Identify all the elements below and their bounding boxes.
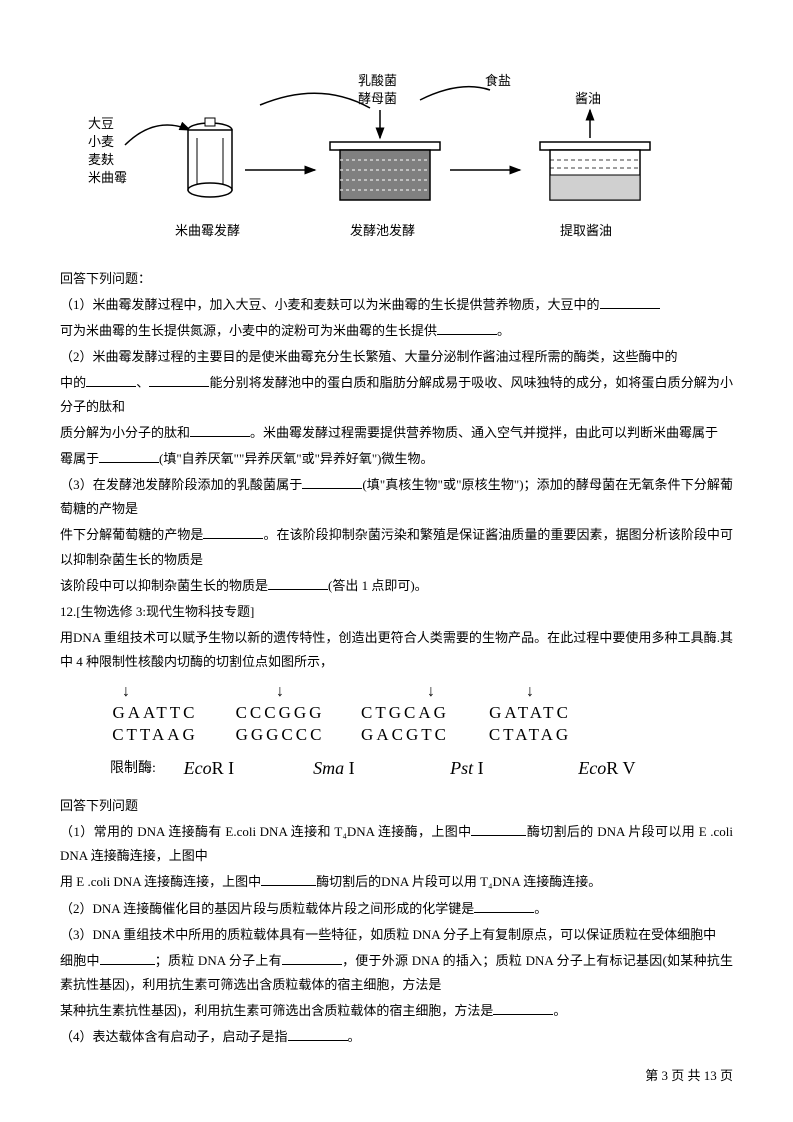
input-label-2: 小麦	[88, 134, 114, 149]
q12-4: （4）表达载体含有启动子，启动子是指。	[60, 1025, 733, 1049]
q12-questions: 回答下列问题 （1）常用的 DNA 连接酶有 E.coli DNA 连接和 T₄…	[60, 794, 733, 1048]
q12-3: （3）DNA 重组技术中所用的质粒载体具有一些特征，如质粒 DNA 分子上有复制…	[60, 923, 733, 947]
q3: （3）在发酵池发酵阶段添加的乳酸菌属于(填"真核生物"或"原核生物")；添加的酵…	[60, 473, 733, 521]
enzyme-2: ↓ CCCGGG GGGCCC	[235, 684, 325, 746]
question-intro: 回答下列问题：	[60, 267, 733, 291]
input-label-1: 大豆	[88, 116, 114, 131]
stage2-label: 发酵池发酵	[350, 223, 415, 238]
input-label-3: 麦麸	[88, 152, 114, 167]
enzyme-1: ↓ GAATTC CTTAAG	[110, 684, 200, 746]
stage1-label: 米曲霉发酵	[175, 223, 240, 238]
page-footer: 第 3 页 共 13 页	[645, 1064, 733, 1087]
q12-sub: 回答下列问题	[60, 794, 733, 818]
fermentation-diagram: 大豆 小麦 麦麸 米曲霉 米曲霉发酵 乳酸菌 酵母菌 发酵池发酵	[60, 60, 733, 255]
q12-2: （2）DNA 连接酶催化目的基因片段与质粒载体片段之间形成的化学键是。	[60, 897, 733, 921]
top-label-2: 酵母菌	[358, 91, 397, 106]
stage3-label: 提取酱油	[560, 223, 612, 238]
input-label-4: 米曲霉	[88, 170, 127, 185]
top-label-4: 酱油	[575, 91, 601, 106]
q12-intro: 用DNA 重组技术可以赋予生物以新的遗传特性，创造出更符合人类需要的生物产品。在…	[60, 626, 733, 674]
enzyme-diagram: ↓ GAATTC CTTAAG ↓ CCCGGG GGGCCC ↓ CTGCAG…	[110, 684, 733, 785]
top-label-3: 食盐	[485, 73, 511, 88]
q12-1: （1）常用的 DNA 连接酶有 E.coli DNA 连接和 T₄DNA 连接酶…	[60, 820, 733, 868]
main-text: 回答下列问题： （1）米曲霉发酵过程中，加入大豆、小麦和麦麸可以为米曲霉的生长提…	[60, 267, 733, 674]
q12-title: 12.[生物选修 3:现代生物科技专题]	[60, 600, 733, 624]
enzyme-4: ↓ GATATC CTATAG	[485, 684, 575, 746]
enzyme-3: ↓ CTGCAG GACGTC	[360, 684, 450, 746]
q2: （2）米曲霉发酵过程的主要目的是使米曲霉充分生长繁殖、大量分泌制作酱油过程所需的…	[60, 345, 733, 369]
q1: （1）米曲霉发酵过程中，加入大豆、小麦和麦麸可以为米曲霉的生长提供营养物质，大豆…	[60, 293, 733, 317]
top-label-1: 乳酸菌	[358, 73, 397, 88]
